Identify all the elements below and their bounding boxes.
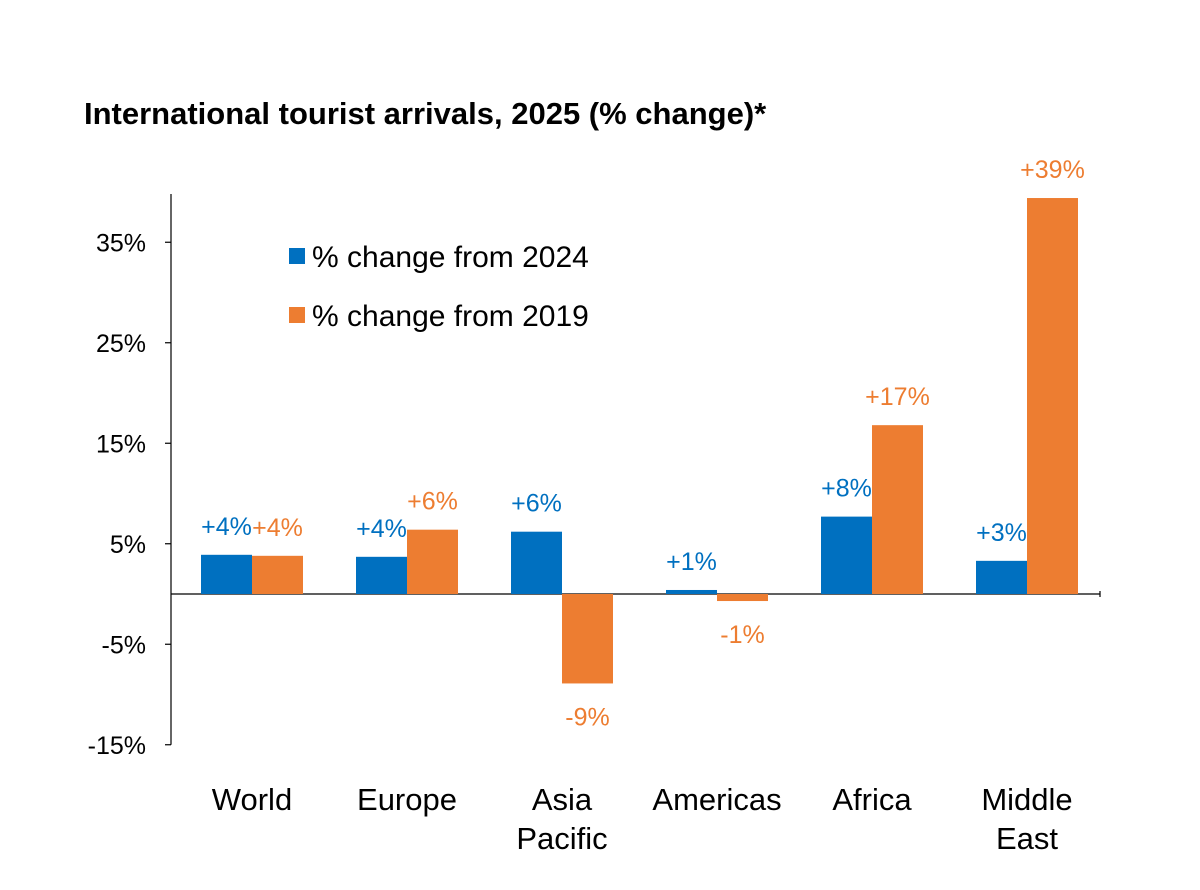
data-labels: +4% +4%+6%+1%+8%+3%+4%+6%-9%-1%+17%+39% <box>201 156 1085 731</box>
bar-from-2024 <box>356 556 407 594</box>
data-label: +8% <box>821 475 872 503</box>
bar-from-2019 <box>252 555 303 594</box>
bar-from-2024 <box>511 531 562 594</box>
bar-from-2024 <box>821 516 872 594</box>
category-label: Asia <box>532 782 593 817</box>
y-tick-label: 25% <box>96 330 146 358</box>
bar-from-2024 <box>976 560 1027 594</box>
data-label: +17% <box>865 383 930 411</box>
data-label: -1% <box>720 621 764 649</box>
bar-from-2019 <box>717 594 768 602</box>
bar-from-2024 <box>666 589 717 594</box>
chart-title: International tourist arrivals, 2025 (% … <box>84 96 767 131</box>
bar-from-2024 <box>201 554 252 594</box>
bar-from-2019 <box>562 594 613 684</box>
legend-label: % change from 2024 <box>312 241 589 274</box>
bar-from-2019 <box>407 529 458 594</box>
category-label: East <box>996 821 1058 856</box>
legend-swatch <box>289 248 305 264</box>
data-label: +4% <box>201 513 252 541</box>
bar-from-2019 <box>872 425 923 594</box>
bar-from-2019 <box>1027 198 1078 594</box>
y-tick-label: -15% <box>88 732 146 760</box>
axes: 35% 25% 15% 5% -5% -15% World Europe Asia Pacific… <box>88 194 1101 856</box>
legend-swatch <box>289 307 305 323</box>
data-label: +3% <box>976 519 1027 547</box>
data-label: +6% <box>511 490 562 518</box>
data-label: -9% <box>565 703 609 731</box>
y-tick-label: -5% <box>102 631 146 659</box>
category-label: Americas <box>652 782 781 817</box>
data-label: +4% <box>356 515 407 543</box>
y-tick-label: 15% <box>96 430 146 458</box>
category-label: World <box>212 782 292 817</box>
category-label: Europe <box>357 782 457 817</box>
category-label: Africa <box>832 782 912 817</box>
legend-label: % change from 2019 <box>312 300 589 333</box>
category-label: Middle <box>981 782 1072 817</box>
bars <box>201 198 1078 684</box>
legend: % change from 2024 % change from 2019 <box>289 241 589 333</box>
y-tick-label: 35% <box>96 229 146 257</box>
category-label: Pacific <box>516 821 607 856</box>
y-tick-label: 5% <box>110 531 146 559</box>
data-label: +6% <box>407 488 458 516</box>
data-label: +39% <box>1020 156 1085 184</box>
data-label: +4% <box>252 514 303 542</box>
data-label: +1% <box>666 548 717 576</box>
